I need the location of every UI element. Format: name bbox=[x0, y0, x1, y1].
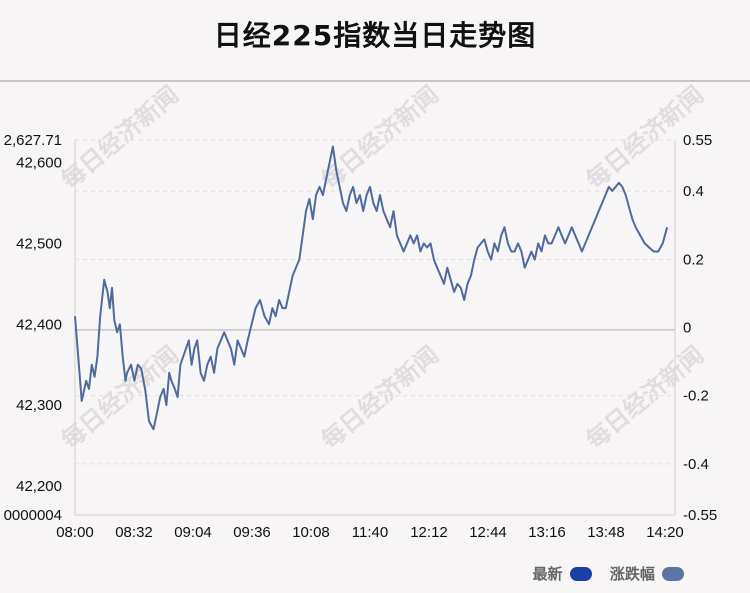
x-tick-label: 13:16 bbox=[528, 524, 566, 541]
page-title: 日经225指数当日走势图 bbox=[213, 19, 537, 52]
y-right-tick-label: -0.2 bbox=[683, 388, 709, 405]
tick-labels: 2,627.7142,60042,50042,40042,30042,20000… bbox=[4, 132, 718, 541]
axes bbox=[74, 140, 676, 516]
legend-label-latest: 最新 bbox=[532, 566, 563, 583]
y-left-tick-label: 42,500 bbox=[16, 235, 62, 252]
y-right-tick-label: -0.4 bbox=[683, 456, 709, 473]
legend-swatch-latest bbox=[569, 567, 592, 581]
x-tick-label: 08:32 bbox=[115, 524, 153, 541]
y-right-tick-label: 0.4 bbox=[683, 183, 704, 200]
x-tick-label: 08:00 bbox=[56, 524, 94, 541]
legend-swatch-change bbox=[662, 567, 684, 581]
y-right-tick-label: -0.55 bbox=[683, 507, 717, 524]
x-tick-label: 13:48 bbox=[587, 524, 625, 541]
x-tick-label: 11:40 bbox=[352, 524, 388, 541]
y-right-tick-label: 0 bbox=[683, 320, 691, 337]
y-left-tick-label: 42,400 bbox=[16, 316, 62, 333]
grid-lines bbox=[75, 139, 675, 516]
x-tick-label: 09:36 bbox=[233, 524, 271, 541]
legend-item-latest[interactable]: 最新 bbox=[532, 563, 592, 584]
legend-item-change[interactable]: 涨跌幅 bbox=[610, 563, 684, 584]
x-tick-label: 09:04 bbox=[174, 524, 212, 541]
title-divider bbox=[0, 80, 750, 82]
y-left-tick-label: 42,300 bbox=[16, 397, 62, 414]
watermark-text: 每日经济新闻 bbox=[315, 340, 444, 455]
y-left-top-label: 2,627.71 bbox=[4, 132, 62, 149]
x-tick-label: 14:20 bbox=[646, 524, 684, 541]
y-left-tick-label: 42,200 bbox=[16, 478, 62, 495]
y-right-tick-label: 0.2 bbox=[683, 251, 704, 268]
x-tick-label: 12:44 bbox=[469, 524, 507, 541]
series-layer bbox=[74, 145, 669, 431]
legend-label-change: 涨跌幅 bbox=[609, 566, 655, 583]
watermark-text: 每日经济新闻 bbox=[315, 80, 444, 195]
series-line bbox=[74, 145, 669, 431]
y-left-tick-label: 42,600 bbox=[16, 155, 62, 172]
x-tick-label: 12:12 bbox=[410, 524, 448, 541]
y-right-tick-label: 0.55 bbox=[683, 132, 712, 149]
x-tick-label: 10:08 bbox=[292, 524, 330, 541]
legend: 最新 涨跌幅 bbox=[518, 563, 684, 584]
y-left-bottom-label: 0000004 bbox=[4, 507, 62, 524]
